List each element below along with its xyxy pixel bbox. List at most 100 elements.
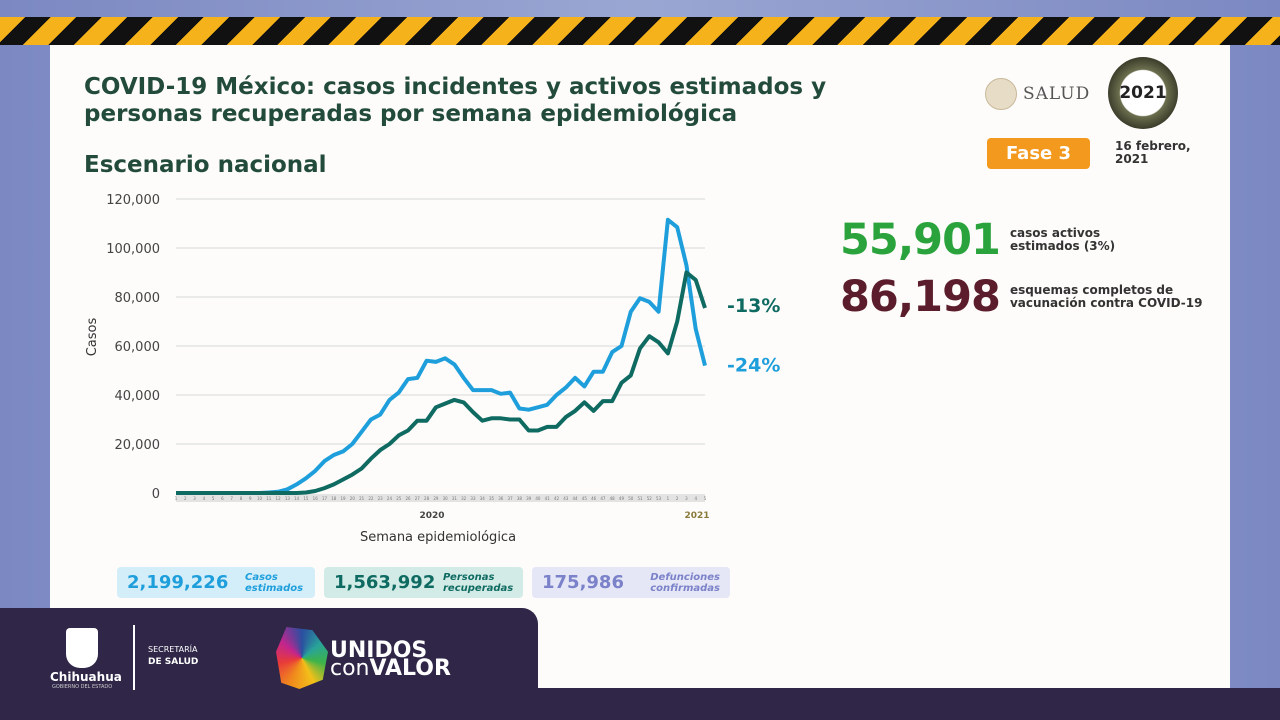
y-tick-label: 0 [152, 487, 160, 502]
x-tick-label: 42 [554, 496, 560, 501]
kpi-value: 55,901 [840, 215, 1001, 265]
x-tick-label: 33 [470, 496, 476, 501]
kpi-value: 86,198 [840, 272, 1001, 322]
page-title: COVID-19 México: casos incidentes y acti… [84, 74, 827, 127]
total-value: 2,199,226 [127, 572, 229, 593]
campaign-valor: VALOR [369, 656, 451, 681]
x-tick-label: 1 [667, 496, 670, 501]
x-tick-label: 27 [415, 496, 421, 501]
total-deaths: 175,986 Defunciones confirmadas [532, 567, 730, 598]
year-logo-text: 2021 [1119, 83, 1167, 103]
y-tick-label: 60,000 [115, 340, 161, 355]
x-tick-label: 3 [193, 496, 196, 501]
x-tick-label: 49 [619, 496, 625, 501]
x-tick-label: 52 [647, 496, 653, 501]
salud-logo: SALUD [985, 78, 1090, 110]
x-tick-label: 20 [350, 496, 356, 501]
x-tick-label: 48 [610, 496, 616, 501]
y-tick-label: 80,000 [115, 291, 161, 306]
x-tick-label: 43 [563, 496, 569, 501]
x-tick-label: 22 [368, 496, 374, 501]
x-tick-label: 44 [573, 496, 579, 501]
campaign-con: con [330, 656, 370, 681]
x-tick-label: 30 [443, 496, 449, 501]
x-tick-label: 50 [628, 496, 634, 501]
x-tick-label: 9 [249, 496, 252, 501]
x-tick-label: 14 [294, 496, 300, 501]
x-tick-label: 8 [240, 496, 243, 501]
state-name: Chihuahua [50, 670, 122, 684]
x-tick-label: 2 [676, 496, 679, 501]
x-tick-label: 40 [535, 496, 541, 501]
total-recovered: 1,563,992 Personas recuperadas [324, 567, 523, 598]
x-axis-band [176, 494, 705, 502]
state-subtitle: GOBIERNO DEL ESTADO [52, 684, 113, 690]
x-tick-label: 2 [184, 496, 187, 501]
x-tick-label: 16 [313, 496, 319, 501]
x-tick-label: 32 [461, 496, 467, 501]
salud-logo-text: SALUD [1023, 84, 1091, 104]
x-tick-label: 26 [405, 496, 411, 501]
x-tick-label: 37 [508, 496, 514, 501]
total-label: Defunciones confirmadas [650, 571, 720, 594]
x-tick-label: 5 [704, 496, 707, 501]
series-line [176, 270, 707, 495]
x-tick-label: 36 [498, 496, 504, 501]
y-tick-label: 20,000 [115, 438, 161, 453]
x-tick-label: 45 [582, 496, 588, 501]
x-tick-label: 3 [685, 496, 688, 501]
x-tick-label: 19 [341, 496, 347, 501]
x-tick-label: 46 [591, 496, 597, 501]
x-tick-label: 34 [480, 496, 486, 501]
x-tick-label: 51 [637, 496, 643, 501]
page-subtitle: Escenario nacional [84, 152, 327, 178]
x-tick-label: 15 [303, 496, 309, 501]
x-tick-label: 1 [175, 496, 178, 501]
x-tick-label: 6 [221, 496, 224, 501]
y-axis-label: Casos [85, 318, 100, 357]
x-tick-label: 25 [396, 496, 402, 501]
kpi-label: casos activos estimados (3%) [1009, 226, 1116, 253]
hazard-stripe-banner [0, 17, 1280, 45]
x-tick-label: 28 [424, 496, 430, 501]
secretaria-line2: DE SALUD [148, 657, 199, 667]
chihuahua-shield-icon [66, 628, 98, 668]
total-value: 175,986 [542, 572, 624, 593]
kpi-active-cases: 55,901 casos activos estimados (3%) [840, 215, 1130, 265]
kpi-label: esquemas completos de vacunación contra … [1009, 283, 1203, 310]
x-tick-label: 4 [694, 496, 697, 501]
y-tick-label: 120,000 [106, 193, 160, 208]
year-label-2021: 2021 [684, 511, 709, 521]
report-date: 16 febrero, 2021 [1115, 139, 1191, 166]
total-value: 1,563,992 [334, 572, 436, 593]
mexico-2021-logo: 2021 [1108, 57, 1178, 129]
total-label: Personas recuperadas [443, 571, 514, 594]
x-tick-label: 29 [433, 496, 439, 501]
x-axis-label: Semana epidemiológica [360, 530, 516, 545]
x-tick-label: 5 [212, 496, 215, 501]
x-tick-label: 17 [322, 496, 328, 501]
year-label-2020: 2020 [419, 511, 444, 521]
phase-badge: Fase 3 [987, 138, 1090, 169]
x-tick-label: 12 [276, 496, 282, 501]
x-tick-label: 7 [230, 496, 233, 501]
series-end-label: -13% [727, 295, 780, 317]
mexico-seal-icon [985, 78, 1017, 110]
x-tick-label: 13 [285, 496, 291, 501]
x-tick-label: 53 [656, 496, 662, 501]
x-tick-label: 10 [257, 496, 263, 501]
campaign-line2: conVALOR [330, 656, 451, 681]
total-label: Casos estimados [245, 571, 304, 594]
kpi-vaccination: 86,198 esquemas completos de vacunación … [840, 272, 1210, 322]
secretaria-line1: SECRETARÍA [148, 645, 198, 654]
y-tick-label: 100,000 [106, 242, 160, 257]
x-tick-label: 35 [489, 496, 495, 501]
y-tick-label: 40,000 [115, 389, 161, 404]
x-tick-label: 39 [526, 496, 532, 501]
x-tick-label: 21 [359, 496, 365, 501]
x-tick-label: 4 [203, 496, 206, 501]
x-tick-label: 31 [452, 496, 458, 501]
footer-divider [133, 625, 135, 690]
series-end-label: -24% [727, 355, 780, 377]
